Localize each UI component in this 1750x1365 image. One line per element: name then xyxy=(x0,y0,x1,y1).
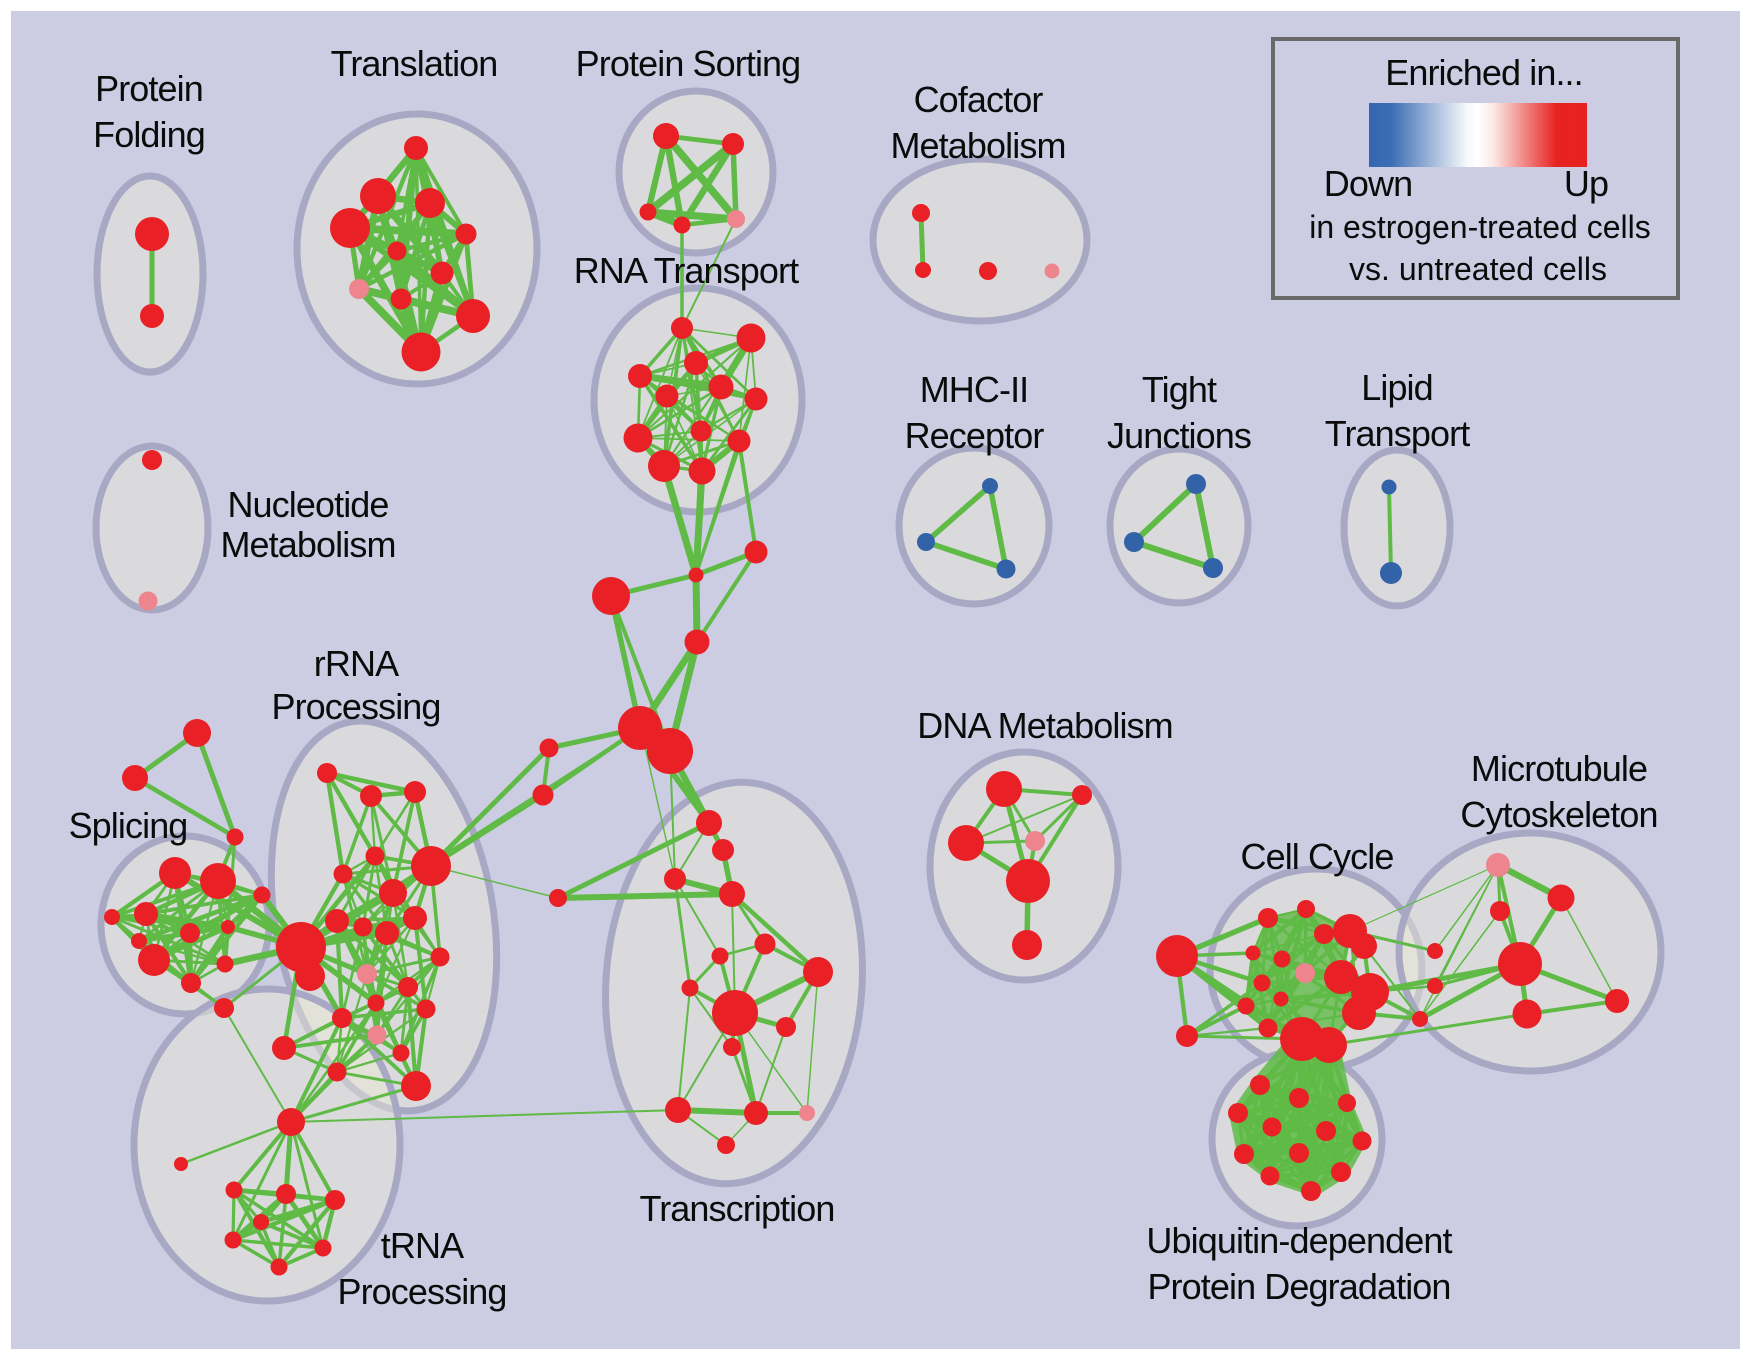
svg-text:Junctions: Junctions xyxy=(1107,415,1251,456)
svg-text:Folding: Folding xyxy=(93,114,205,155)
svg-text:Cell Cycle: Cell Cycle xyxy=(1240,836,1393,877)
svg-text:Lipid: Lipid xyxy=(1361,367,1433,408)
svg-text:tRNA: tRNA xyxy=(381,1225,464,1266)
svg-text:MHC-II: MHC-II xyxy=(920,369,1029,410)
svg-text:Protein Sorting: Protein Sorting xyxy=(576,43,801,84)
svg-text:Cytoskeleton: Cytoskeleton xyxy=(1460,794,1657,835)
svg-text:Ubiquitin-dependent: Ubiquitin-dependent xyxy=(1146,1220,1452,1261)
svg-text:RNA Transport: RNA Transport xyxy=(574,250,799,291)
svg-text:Metabolism: Metabolism xyxy=(220,524,395,565)
svg-text:Nucleotide: Nucleotide xyxy=(227,484,388,525)
svg-text:Processing: Processing xyxy=(271,686,440,727)
svg-text:Tight: Tight xyxy=(1142,369,1217,410)
svg-text:Protein: Protein xyxy=(95,68,203,109)
svg-text:Processing: Processing xyxy=(337,1271,506,1312)
svg-text:Splicing: Splicing xyxy=(69,805,188,846)
svg-text:Down: Down xyxy=(1324,163,1412,204)
svg-text:Enriched in...: Enriched in... xyxy=(1385,52,1583,93)
svg-text:DNA Metabolism: DNA Metabolism xyxy=(917,705,1172,746)
svg-text:Protein Degradation: Protein Degradation xyxy=(1147,1266,1450,1307)
svg-text:Cofactor: Cofactor xyxy=(914,79,1044,120)
svg-text:Up: Up xyxy=(1564,163,1608,204)
svg-text:in estrogen-treated cells: in estrogen-treated cells xyxy=(1309,209,1651,245)
svg-text:Metabolism: Metabolism xyxy=(890,125,1065,166)
svg-text:Translation: Translation xyxy=(331,43,498,84)
svg-text:Microtubule: Microtubule xyxy=(1471,748,1647,789)
svg-text:Transport: Transport xyxy=(1325,413,1471,454)
svg-text:Transcription: Transcription xyxy=(639,1188,834,1229)
svg-text:Receptor: Receptor xyxy=(905,415,1045,456)
svg-text:vs. untreated cells: vs. untreated cells xyxy=(1349,251,1607,287)
svg-text:rRNA: rRNA xyxy=(314,643,399,684)
